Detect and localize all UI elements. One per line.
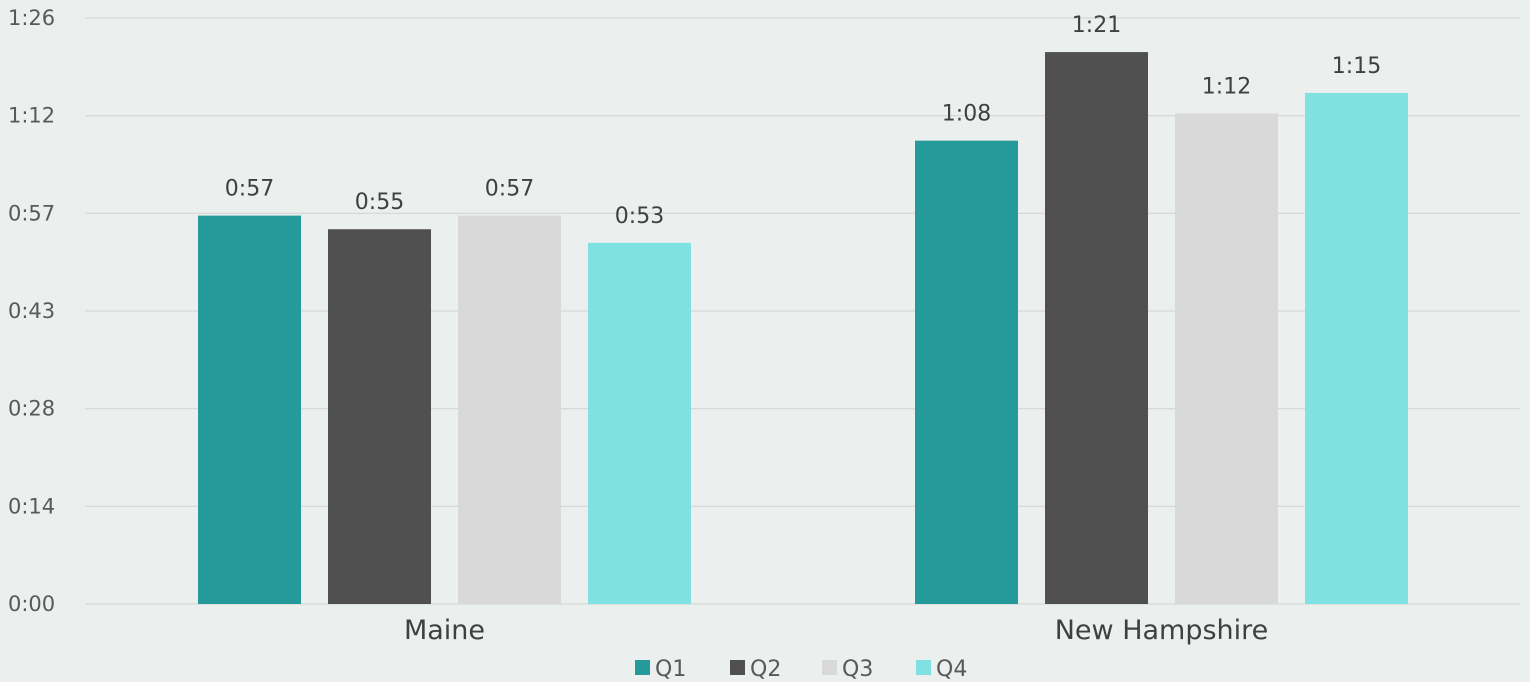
- category-labels: Maine New Hampshire: [404, 615, 1268, 646]
- data-label: 1:08: [942, 102, 991, 127]
- bars: [198, 52, 1408, 605]
- bar-q2-new-hampshire: [1045, 52, 1148, 605]
- legend-swatch: [730, 660, 745, 675]
- legend-item-q3[interactable]: Q3: [822, 657, 873, 682]
- y-tick-label: 0:43: [8, 299, 55, 323]
- y-tick-label: 0:14: [8, 494, 55, 518]
- y-axis-tick-labels: 0:00 0:14 0:28 0:43 0:57 1:12 1:26: [8, 6, 55, 616]
- data-labels: 0:57 0:55 0:57 0:53 1:08 1:21 1:12 1:15: [225, 13, 1381, 229]
- gridlines: [85, 17, 1520, 605]
- legend-swatch: [822, 660, 837, 675]
- legend-label: Q4: [936, 657, 967, 682]
- category-label: New Hampshire: [1055, 615, 1269, 646]
- y-tick-label: 0:28: [8, 397, 55, 421]
- data-label: 1:12: [1202, 74, 1251, 99]
- legend-item-q2[interactable]: Q2: [730, 657, 781, 682]
- legend-swatch: [635, 660, 650, 675]
- bar-q1-new-hampshire: [915, 140, 1018, 604]
- y-tick-label: 1:26: [8, 6, 55, 30]
- data-label: 0:57: [485, 177, 534, 202]
- data-label: 0:53: [615, 204, 664, 229]
- data-label: 1:15: [1332, 54, 1381, 79]
- y-tick-label: 0:57: [8, 201, 55, 225]
- legend-item-q1[interactable]: Q1: [635, 657, 686, 682]
- data-label: 0:57: [225, 177, 274, 202]
- bar-q1-maine: [198, 215, 301, 604]
- bar-q4-maine: [588, 242, 691, 604]
- bar-q3-maine: [458, 215, 561, 604]
- legend-label: Q3: [842, 657, 873, 682]
- legend-label: Q1: [655, 657, 686, 682]
- legend-label: Q2: [750, 657, 781, 682]
- legend[interactable]: Q1 Q2 Q3 Q4: [635, 657, 967, 682]
- bar-q4-new-hampshire: [1305, 92, 1408, 604]
- legend-item-q4[interactable]: Q4: [916, 657, 967, 682]
- legend-swatch: [916, 660, 931, 675]
- data-label: 0:55: [355, 190, 404, 215]
- bar-q3-new-hampshire: [1175, 113, 1278, 604]
- data-label: 1:21: [1072, 13, 1121, 38]
- y-tick-label: 0:00: [8, 592, 55, 616]
- y-tick-label: 1:12: [8, 104, 55, 128]
- category-label: Maine: [404, 615, 485, 646]
- bar-q2-maine: [328, 229, 431, 605]
